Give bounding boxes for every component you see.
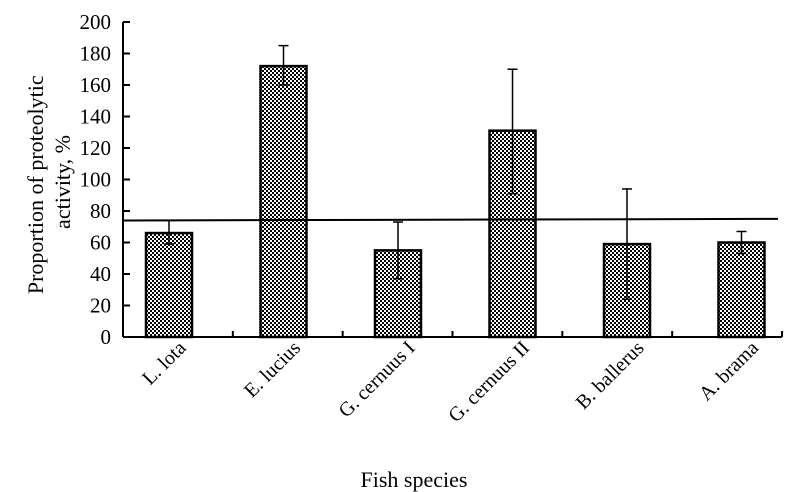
bars — [144, 64, 766, 339]
category-label: E. lucius — [240, 337, 305, 402]
y-tick-label: 60 — [90, 231, 111, 255]
error-bars — [164, 44, 747, 300]
y-tick-label: 160 — [80, 73, 112, 97]
x-ticks — [122, 331, 783, 337]
category-labels: L. lota E. lucius G. cernuus I G. cernuus I… — [138, 337, 763, 427]
y-ticks: 0 20 40 60 80 100 120 140 160 180 200 — [80, 10, 130, 349]
y-axis-title-line2: activity, % — [50, 135, 75, 229]
y-axis-title: Proportion of proteolytic activity, % — [23, 70, 75, 294]
reference-line — [122, 217, 779, 222]
bar — [259, 64, 308, 339]
y-tick-label: 120 — [80, 136, 112, 160]
x-axis — [122, 331, 783, 338]
y-tick-label: 100 — [80, 168, 112, 192]
category-label: G. cernuus II — [444, 337, 534, 427]
y-tick-label: 180 — [80, 42, 112, 66]
bar — [144, 231, 194, 339]
x-axis-title: Fish species — [361, 467, 468, 492]
y-tick-label: 0 — [101, 325, 112, 349]
y-axis-title-line1: Proportion of proteolytic — [23, 75, 48, 294]
y-tick-label: 40 — [90, 262, 111, 286]
y-tick-label: 20 — [90, 294, 111, 318]
y-axis: 0 20 40 60 80 100 120 140 160 180 200 — [80, 10, 130, 349]
category-label: A. brama — [695, 337, 763, 405]
category-label: G. cernuus I — [334, 337, 419, 422]
bar — [717, 241, 766, 339]
y-tick-label: 200 — [80, 10, 112, 34]
y-tick-label: 80 — [90, 199, 111, 223]
category-label: B. ballerus — [572, 337, 649, 414]
category-label: L. lota — [138, 337, 191, 390]
y-tick-label: 140 — [80, 105, 112, 129]
